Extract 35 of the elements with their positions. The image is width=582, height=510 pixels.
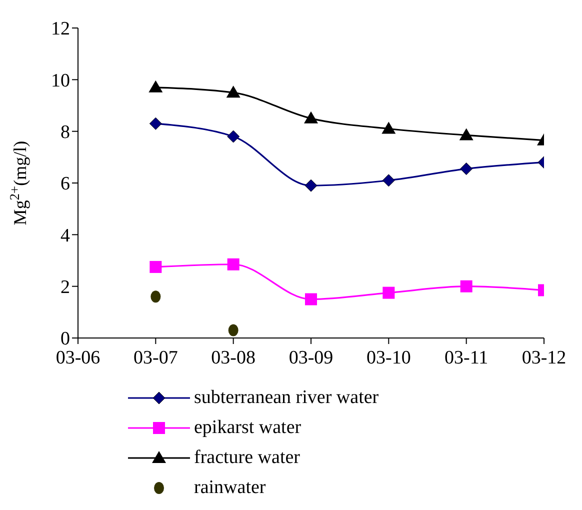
point xyxy=(459,128,474,140)
y-tick-label: 12 xyxy=(51,18,70,40)
point xyxy=(150,260,162,273)
y-tick-label: 10 xyxy=(51,70,70,92)
point xyxy=(304,111,318,124)
y-tick-label: 0 xyxy=(60,328,70,350)
x-tick-label: 03-12 xyxy=(522,347,566,368)
point xyxy=(226,86,240,98)
point xyxy=(382,174,395,187)
point xyxy=(382,122,396,134)
x-tick-label: 03-09 xyxy=(288,347,334,368)
y-tick-label: 2 xyxy=(60,277,70,298)
point xyxy=(382,286,395,299)
point xyxy=(148,80,163,92)
point xyxy=(227,258,240,270)
x-tick-label: 03-10 xyxy=(366,347,411,368)
y-tick-label: 6 xyxy=(60,174,70,195)
x-tick-label: 03-07 xyxy=(134,347,178,368)
point xyxy=(228,324,238,336)
legend-label: fracture water xyxy=(194,446,300,470)
point xyxy=(149,117,162,130)
point xyxy=(227,130,240,143)
x-tick-label: 03-08 xyxy=(211,347,256,368)
x-tick-label: 03-06 xyxy=(56,347,100,368)
point xyxy=(304,179,318,192)
point xyxy=(460,162,473,176)
point xyxy=(460,280,472,292)
point xyxy=(150,290,161,303)
legend-label: rainwater xyxy=(194,476,266,500)
point xyxy=(305,293,317,306)
y-tick-label: 4 xyxy=(60,225,70,246)
legend-label: epikarst water xyxy=(194,416,302,440)
y-tick-label: 8 xyxy=(60,122,70,144)
x-tick-label: 03-11 xyxy=(444,347,488,368)
legend-label: subterranean river water xyxy=(194,386,379,410)
